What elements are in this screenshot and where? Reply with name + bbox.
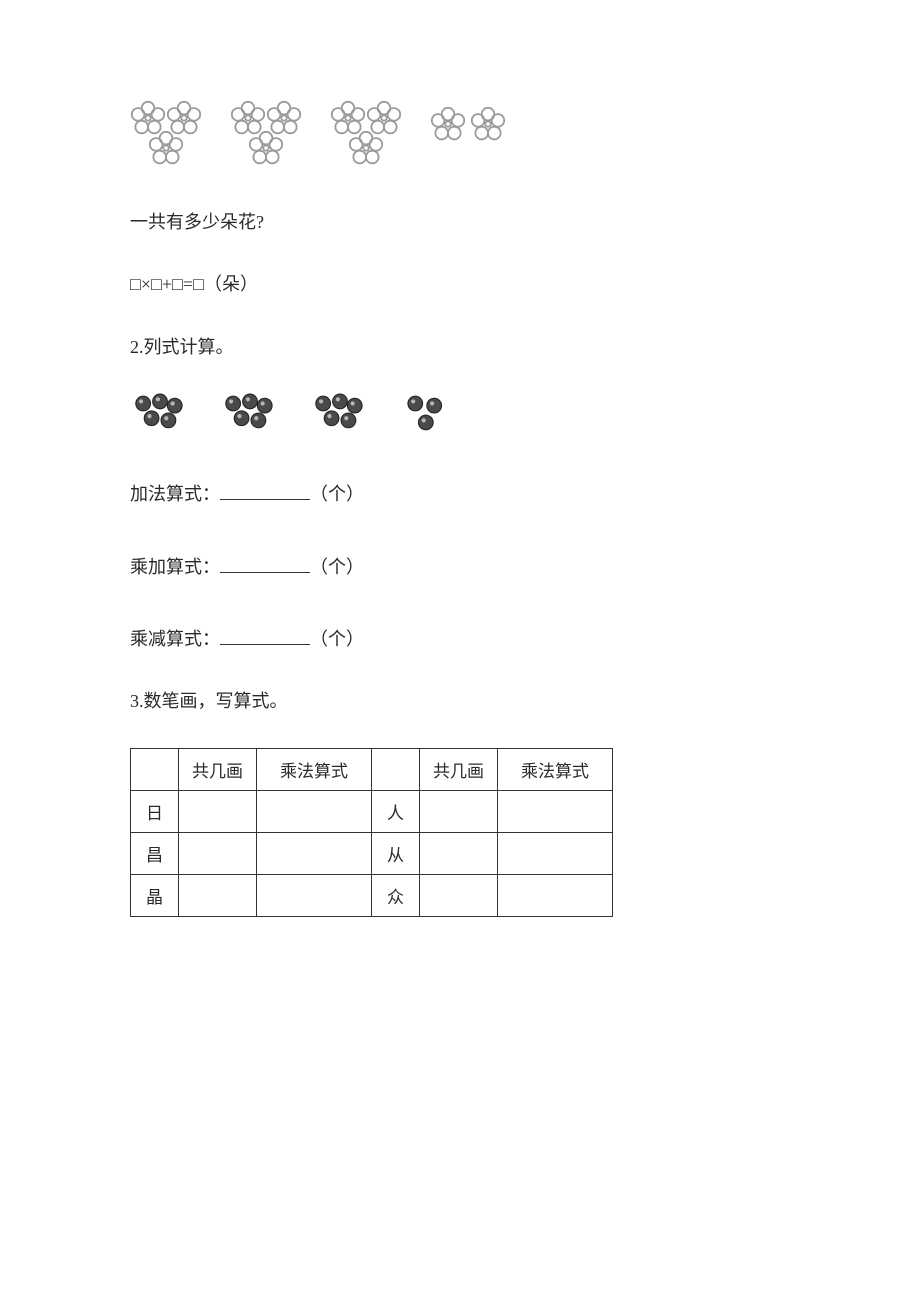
answer-cell[interactable]: [179, 874, 257, 916]
answer-blank[interactable]: [220, 555, 310, 573]
flower-icon: [430, 106, 466, 142]
ball-cluster-icon: [310, 393, 370, 433]
ball-cluster: [310, 393, 370, 438]
answer-label: 乘减算式：: [130, 629, 220, 649]
flower-icon: [148, 130, 184, 166]
flower-icon: [248, 130, 284, 166]
flower-illustration: [130, 100, 790, 166]
answer-cell[interactable]: [179, 790, 257, 832]
flower-icon: [348, 130, 384, 166]
answer-cell[interactable]: [420, 874, 498, 916]
answer-blank[interactable]: [220, 482, 310, 500]
answer-cell[interactable]: [420, 832, 498, 874]
table-row: 晶众: [131, 874, 613, 916]
flower-triplet: [130, 100, 202, 166]
ball-cluster: [220, 393, 280, 438]
answer-cell[interactable]: [420, 790, 498, 832]
table-header: [131, 748, 179, 790]
answer-unit: （个）: [310, 629, 364, 649]
char-cell: 日: [131, 790, 179, 832]
char-cell: 晶: [131, 874, 179, 916]
flower-triplet: [230, 100, 302, 166]
ball-cluster: [400, 393, 460, 438]
answer-line: 乘减算式： （个）: [130, 623, 790, 655]
stroke-table: 共几画乘法算式共几画乘法算式日人昌从晶众: [130, 748, 613, 917]
table-header: 乘法算式: [257, 748, 372, 790]
q1-question: 一共有多少朵花?: [130, 206, 790, 238]
answer-label: 加法算式：: [130, 484, 220, 504]
ball-clusters: [130, 393, 790, 438]
answer-cell[interactable]: [498, 790, 613, 832]
table-header: 乘法算式: [498, 748, 613, 790]
worksheet-page: 一共有多少朵花? □×□+□=□（朵） 2.列式计算。 加法算式：（个）乘加算式…: [0, 0, 920, 977]
char-cell: 众: [372, 874, 420, 916]
ball-cluster-icon: [400, 393, 460, 433]
answer-line: 乘加算式： （个）: [130, 551, 790, 583]
table-row: 日人: [131, 790, 613, 832]
ball-cluster: [130, 393, 190, 438]
table-header: 共几画: [179, 748, 257, 790]
char-cell: 人: [372, 790, 420, 832]
q1-equation: □×□+□=□（朵）: [130, 268, 790, 300]
table-row: 昌从: [131, 832, 613, 874]
answer-blank[interactable]: [220, 627, 310, 645]
answer-cell[interactable]: [257, 832, 372, 874]
answer-unit: （个）: [310, 484, 364, 504]
table-header: 共几画: [420, 748, 498, 790]
flower-icon: [470, 106, 506, 142]
flower-triplet: [330, 100, 402, 166]
answer-cell[interactable]: [179, 832, 257, 874]
answer-cell[interactable]: [257, 790, 372, 832]
answer-unit: （个）: [310, 557, 364, 577]
char-cell: 从: [372, 832, 420, 874]
q3-heading: 3.数笔画，写算式。: [130, 685, 790, 717]
answer-cell[interactable]: [257, 874, 372, 916]
ball-cluster-icon: [130, 393, 190, 433]
answer-line: 加法算式： （个）: [130, 478, 790, 510]
answer-label: 乘加算式：: [130, 557, 220, 577]
char-cell: 昌: [131, 832, 179, 874]
answer-cell[interactable]: [498, 874, 613, 916]
table-header: [372, 748, 420, 790]
flower-pair: [430, 106, 506, 142]
answer-cell[interactable]: [498, 832, 613, 874]
q2-heading: 2.列式计算。: [130, 331, 790, 363]
ball-cluster-icon: [220, 393, 280, 433]
